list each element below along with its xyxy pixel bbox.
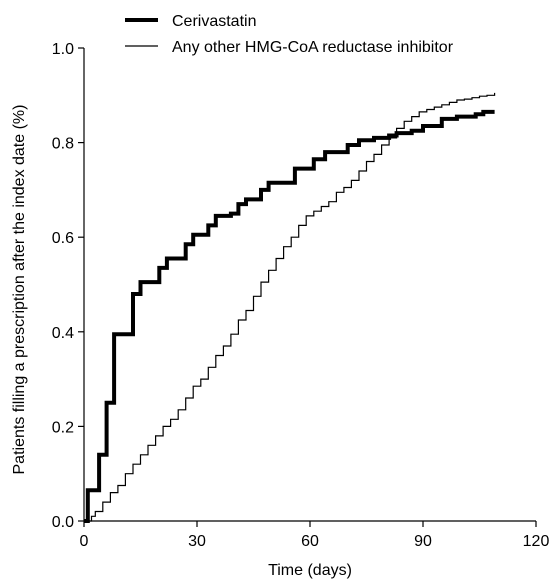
- x-tick-label: 60: [301, 533, 319, 550]
- y-tick-label: 0.0: [52, 514, 74, 531]
- series-line-other-statin: [84, 92, 496, 522]
- x-tick-label: 0: [80, 533, 89, 550]
- y-tick-label: 0.2: [52, 419, 74, 436]
- legend: Cerivastatin Any other HMG-CoA reductase…: [125, 13, 454, 56]
- x-tick-label: 30: [188, 533, 206, 550]
- y-tick-label: 0.4: [52, 325, 74, 342]
- y-tick-label: 1.0: [52, 41, 74, 58]
- y-ticks: 0.0 0.2 0.4 0.6 0.8 1.0: [52, 41, 84, 531]
- legend-label-other-statin: Any other HMG-CoA reductase inhibitor: [172, 39, 454, 56]
- y-axis-title: Patients filling a prescription after th…: [11, 105, 28, 475]
- series-layer: [84, 92, 496, 523]
- x-tick-label: 120: [523, 533, 550, 550]
- y-tick-label: 0.6: [52, 230, 74, 247]
- x-axis-title: Time (days): [268, 562, 352, 579]
- x-ticks: 0 30 60 90 120: [80, 521, 550, 550]
- legend-label-cerivastatin: Cerivastatin: [172, 13, 256, 30]
- x-tick-label: 90: [414, 533, 432, 550]
- axes: 0.0 0.2 0.4 0.6 0.8 1.0 0 30 60 90 120: [52, 41, 550, 550]
- series-line-cerivastatin: [84, 109, 495, 523]
- y-tick-label: 0.8: [52, 136, 74, 153]
